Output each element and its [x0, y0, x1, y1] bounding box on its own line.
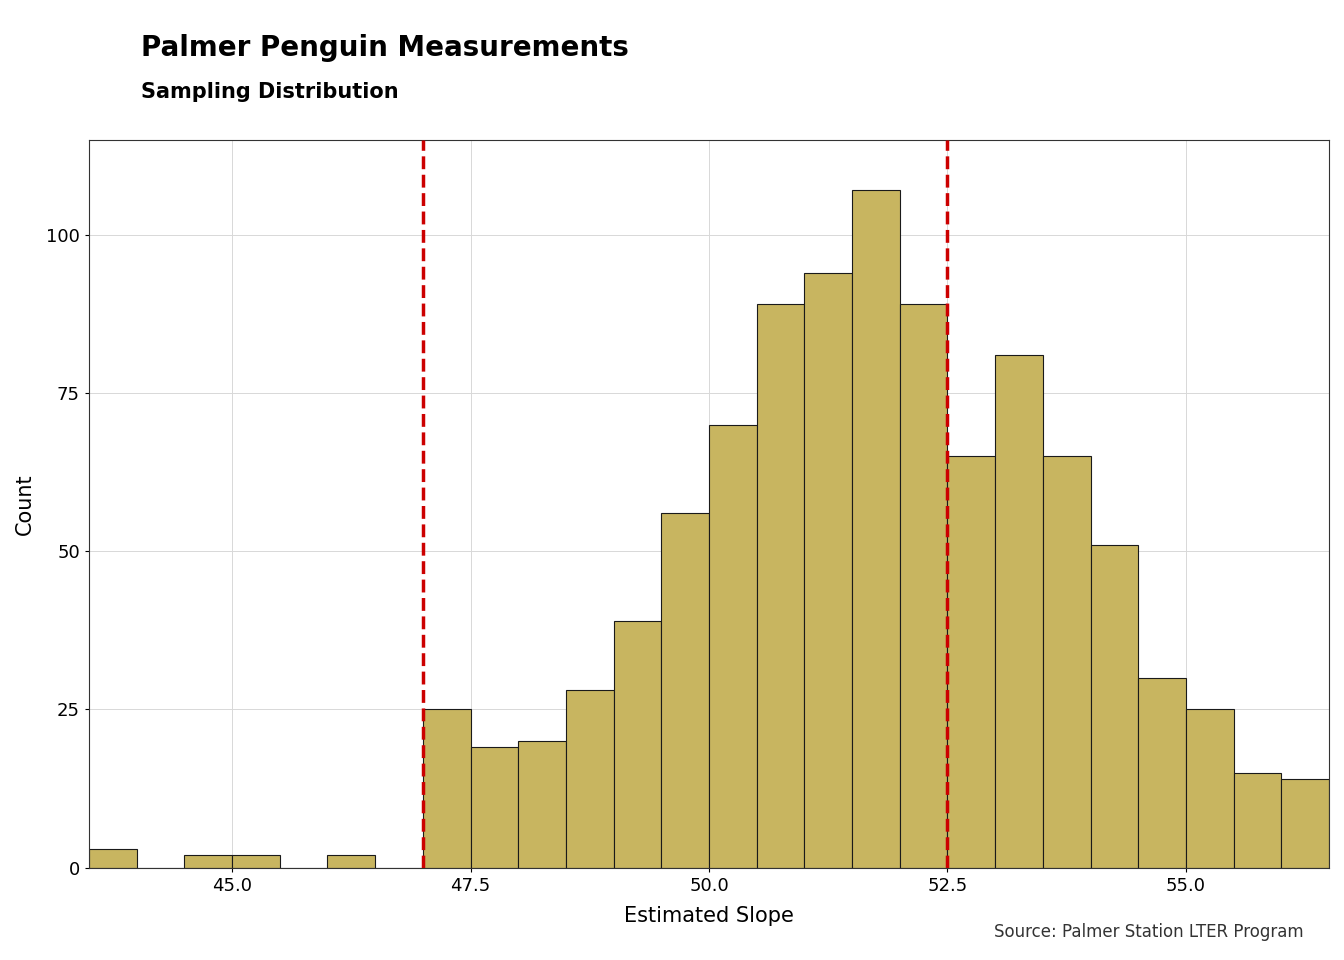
- Bar: [805, 273, 852, 868]
- Bar: [470, 748, 519, 868]
- Bar: [1090, 545, 1138, 868]
- Bar: [184, 855, 233, 868]
- Bar: [566, 690, 614, 868]
- Bar: [1138, 678, 1185, 868]
- Bar: [1043, 456, 1090, 868]
- Bar: [948, 456, 995, 868]
- Bar: [423, 709, 470, 868]
- Bar: [899, 304, 948, 868]
- Bar: [1234, 773, 1281, 868]
- Bar: [661, 514, 710, 868]
- Text: Sampling Distribution: Sampling Distribution: [141, 82, 399, 102]
- Bar: [852, 190, 899, 868]
- Bar: [328, 855, 375, 868]
- Bar: [1185, 709, 1234, 868]
- Bar: [614, 621, 661, 868]
- Y-axis label: Count: Count: [15, 473, 35, 535]
- Bar: [1281, 780, 1329, 868]
- X-axis label: Estimated Slope: Estimated Slope: [624, 906, 794, 925]
- Bar: [995, 355, 1043, 868]
- Bar: [757, 304, 805, 868]
- Bar: [519, 741, 566, 868]
- Bar: [89, 849, 137, 868]
- Text: Palmer Penguin Measurements: Palmer Penguin Measurements: [141, 34, 629, 61]
- Bar: [710, 424, 757, 868]
- Bar: [233, 855, 280, 868]
- Text: Source: Palmer Station LTER Program: Source: Palmer Station LTER Program: [995, 923, 1304, 941]
